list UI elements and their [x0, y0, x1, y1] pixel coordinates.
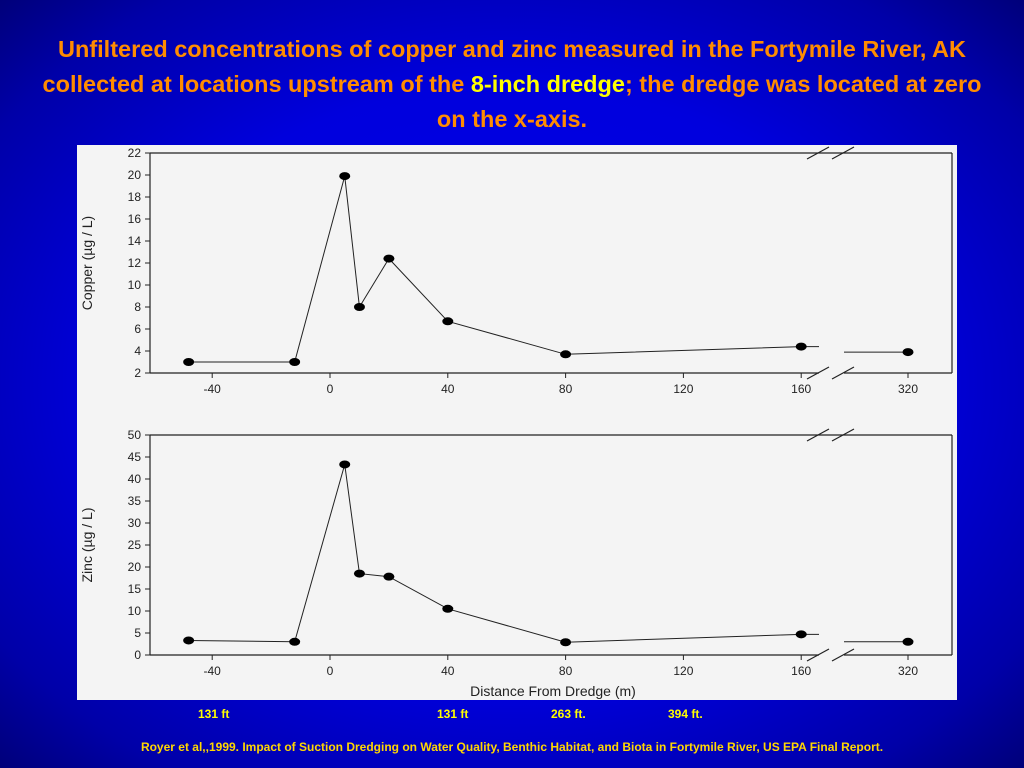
- y-tick-label: 50: [128, 428, 142, 442]
- x-axis-label: Distance From Dredge (m): [470, 683, 636, 699]
- axis-break-mark: [806, 366, 830, 380]
- y-tick-label: 10: [128, 278, 142, 292]
- y-tick-label: 40: [128, 472, 142, 486]
- y-tick-label: 12: [128, 256, 142, 270]
- x-tick-label: 0: [327, 382, 334, 396]
- distance-label: 131 ft: [437, 707, 469, 721]
- x-tick-label: 160: [791, 382, 811, 396]
- y-tick-label: 45: [128, 450, 142, 464]
- citation: Royer et al,,1999. Impact of Suction Dre…: [140, 740, 884, 754]
- axis-break-mark: [806, 428, 830, 442]
- x-tick-label: 160: [791, 664, 811, 678]
- data-point: [183, 358, 195, 366]
- data-point: [353, 569, 365, 578]
- distance-label: 394 ft.: [668, 707, 703, 721]
- axis-break-mark: [831, 146, 855, 160]
- data-point: [339, 460, 351, 469]
- y-tick-label: 20: [128, 168, 142, 182]
- x-tick-label: 320: [898, 664, 918, 678]
- x-tick-label: -40: [204, 664, 222, 678]
- data-point: [442, 317, 454, 326]
- axis-break-mark: [831, 428, 855, 442]
- x-tick-label: 40: [441, 382, 455, 396]
- title-text: Unfiltered concentrations of copper and …: [42, 36, 966, 97]
- axis-break-mark: [806, 146, 830, 160]
- axis-break-mark: [806, 648, 830, 662]
- title-highlight: 8-inch dredge: [470, 71, 625, 97]
- y-tick-label: 14: [128, 234, 142, 248]
- y-tick-label: 4: [134, 344, 141, 358]
- data-point: [383, 254, 395, 263]
- data-point: [183, 636, 195, 645]
- charts-svg: 2 4 6 8 10 12 14 16 18 20 22 -40 0 40 80 120 160 320 Coppe…: [79, 146, 953, 699]
- title-text-end: ; the dredge was located at zero on the …: [436, 71, 982, 132]
- data-point: [442, 604, 454, 613]
- y-tick-label: 25: [128, 538, 142, 552]
- series-line: [188, 175, 802, 363]
- data-point: [383, 572, 395, 581]
- y-tick-label: 2: [134, 366, 141, 380]
- x-tick-label: 80: [559, 382, 573, 396]
- data-point: [560, 350, 572, 359]
- data-point: [560, 638, 572, 647]
- y-tick-label: 5: [134, 626, 141, 640]
- data-point: [795, 342, 807, 351]
- y-tick-label: 15: [128, 582, 142, 596]
- data-point: [353, 303, 365, 311]
- x-tick-label: 80: [559, 664, 573, 678]
- y-tick-label: 10: [128, 604, 142, 618]
- y-axis-label: Zinc (µg / L): [79, 508, 95, 583]
- x-tick-label: 40: [441, 664, 455, 678]
- slide-title: Unfiltered concentrations of copper and …: [40, 32, 984, 137]
- x-tick-label: 120: [673, 382, 693, 396]
- y-tick-label: 20: [128, 560, 142, 574]
- x-tick-label: 0: [327, 664, 334, 678]
- distance-label: 131 ft: [198, 707, 230, 721]
- axis-break-mark: [831, 648, 855, 662]
- y-tick-label: 6: [134, 322, 141, 336]
- y-tick-label: 16: [128, 212, 142, 226]
- y-tick-label: 35: [128, 494, 142, 508]
- x-tick-label: -40: [204, 382, 222, 396]
- y-tick-label: 8: [134, 300, 141, 314]
- data-point: [902, 637, 914, 646]
- distance-label: 263 ft.: [551, 707, 586, 721]
- data-point: [795, 630, 807, 639]
- data-point: [339, 172, 351, 181]
- data-point: [902, 348, 914, 357]
- data-point: [289, 358, 301, 366]
- axis-break-mark: [831, 366, 855, 380]
- y-tick-label: 18: [128, 190, 142, 204]
- y-tick-label: 0: [134, 648, 141, 662]
- y-tick-label: 30: [128, 516, 142, 530]
- data-point: [289, 637, 301, 646]
- chart-panel: 2 4 6 8 10 12 14 16 18 20 22 -40 0 40 80 120 160 320 Coppe…: [77, 145, 957, 700]
- y-tick-label: 22: [128, 146, 142, 160]
- x-tick-label: 320: [898, 382, 918, 396]
- y-axis-label: Copper (µg / L): [79, 216, 95, 310]
- x-tick-label: 120: [673, 664, 693, 678]
- series-line: [188, 464, 802, 643]
